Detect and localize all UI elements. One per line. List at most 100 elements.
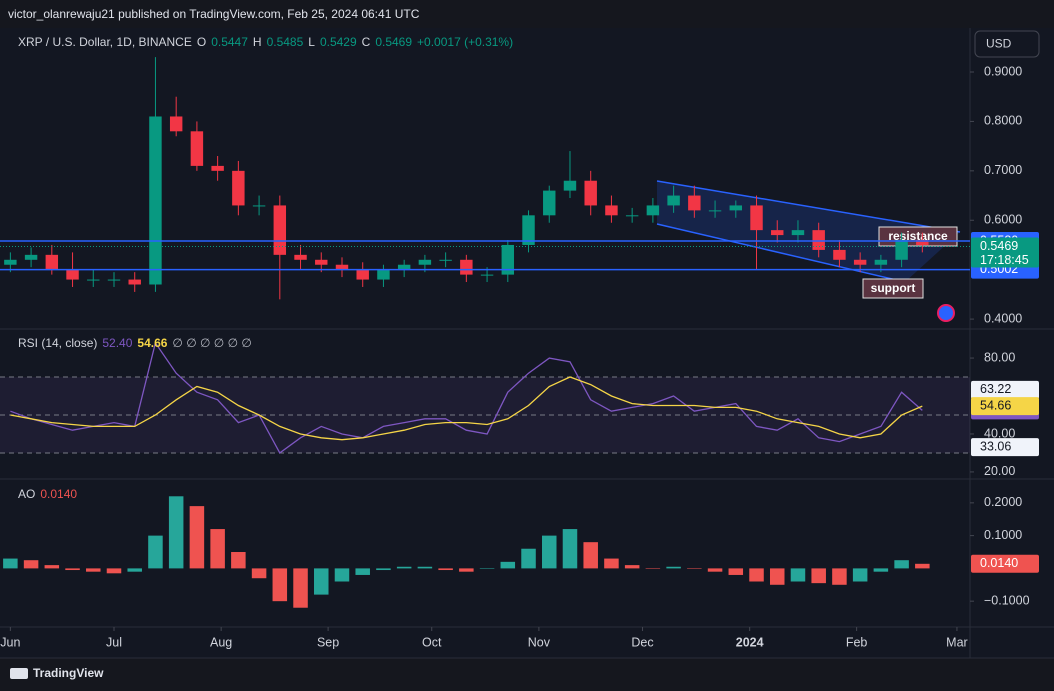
candle-body (708, 210, 722, 212)
candle-body (149, 116, 162, 285)
ao-bar (479, 568, 495, 569)
x-tick-label: Oct (422, 635, 442, 649)
candle-body (418, 259, 432, 265)
ao-bar (583, 542, 598, 569)
candle-body (252, 205, 266, 207)
marker-label: 33.06 (980, 439, 1011, 453)
ao-bar (500, 561, 516, 569)
x-tick-label: Mar (946, 635, 968, 649)
ao-bar (86, 568, 101, 572)
candle-body (729, 205, 743, 211)
ao-bar (749, 568, 764, 582)
countdown: 17:18:45 (980, 253, 1029, 267)
ao-bar (852, 568, 868, 582)
ohlc-value: 0.5447 (211, 35, 248, 49)
candle-body (232, 170, 245, 206)
ohlc-value: 0.5485 (267, 35, 304, 49)
ao-bar (168, 496, 184, 569)
marker-label-box (971, 380, 1039, 399)
publisher: victor_olanrewaju21 published on Trading… (8, 7, 420, 21)
candle-body (812, 230, 825, 250)
candle-body (107, 279, 121, 281)
last-price-box (971, 237, 1039, 268)
annotation-box (862, 278, 924, 299)
series-value-label: 54.66 (980, 398, 1011, 412)
brand-logo (10, 668, 28, 679)
candle-body (315, 259, 328, 265)
ao-bar (106, 568, 122, 574)
y-tick-label: 0.8000 (984, 114, 1022, 128)
candle-body (211, 165, 224, 171)
annotation: resistance (888, 229, 948, 243)
ao-bar (666, 566, 681, 569)
ao-bar (624, 565, 640, 569)
currency-label[interactable]: USD (986, 37, 1012, 51)
change: +0.0017 (+0.31%) (417, 35, 513, 49)
candle-body (667, 195, 680, 206)
y-tick-label: 0.2000 (984, 495, 1022, 509)
ohlc-name: C (362, 35, 371, 49)
ao-bar (832, 568, 847, 585)
flag-icon[interactable] (937, 304, 955, 322)
y-tick-label: −0.1000 (984, 593, 1030, 607)
pane-title: AO (18, 487, 35, 501)
candle-body (771, 230, 784, 236)
x-tick-label: Jun (0, 635, 20, 649)
brand: TradingView (33, 666, 104, 680)
y-tick-label: 0.6000 (984, 213, 1022, 227)
ohlc-value: 0.5429 (320, 35, 357, 49)
last-price: 0.5469 (980, 239, 1018, 253)
ao-bar (604, 558, 619, 569)
candle-body (87, 279, 100, 281)
marker-label-box (971, 438, 1039, 457)
ao-bar (127, 568, 142, 572)
candle-body (439, 259, 452, 261)
legend-extras: ∅ ∅ ∅ ∅ ∅ ∅ (172, 336, 251, 350)
candle-body (646, 205, 660, 216)
candle-body (750, 205, 763, 231)
candle-body (397, 264, 411, 270)
ao-bar (272, 568, 288, 602)
candle-body (460, 259, 473, 275)
y-tick-label: 0.7000 (984, 163, 1022, 177)
candle-body (4, 259, 17, 265)
ohlc-value: 0.5469 (375, 35, 412, 49)
candle-body (522, 215, 535, 245)
ao-bar (687, 568, 702, 569)
candle-body (791, 230, 805, 236)
ao-bar (148, 535, 163, 569)
ao-bar (915, 563, 930, 569)
ao-bar (769, 568, 785, 585)
ao-bar (314, 568, 329, 595)
x-tick-label: Sep (317, 635, 339, 649)
ohlc-name: L (308, 35, 315, 49)
annotation: support (871, 281, 916, 295)
ao-bar (210, 529, 225, 569)
rsi-line (10, 376, 923, 441)
marker-label: 63.22 (980, 382, 1011, 396)
ao-bar (562, 529, 578, 569)
candle-body (190, 131, 204, 166)
currency-button[interactable] (974, 30, 1040, 58)
series-value-label-box (971, 397, 1039, 416)
candle-body (356, 269, 369, 280)
y-tick-label: 40.00 (984, 426, 1015, 440)
y-tick-label: 80.00 (984, 350, 1015, 364)
ao-bar (873, 568, 889, 572)
x-tick-label: Jul (106, 635, 122, 649)
y-tick-label: 0.9000 (984, 64, 1022, 78)
ao-bar (728, 568, 744, 575)
ao-bar (438, 568, 453, 571)
ao-bar (541, 535, 557, 569)
ao-bar (23, 560, 39, 569)
candle-body (480, 274, 494, 276)
x-tick-label: Aug (210, 635, 232, 649)
ao-bar (231, 552, 246, 569)
ao-bar (645, 568, 661, 569)
symbol: XRP / U.S. Dollar, 1D, BINANCE (18, 35, 192, 49)
pane-title: RSI (14, close) (18, 336, 97, 350)
rsi-band (0, 377, 970, 453)
channel-lower (656, 223, 906, 283)
ao-bar (293, 568, 308, 608)
